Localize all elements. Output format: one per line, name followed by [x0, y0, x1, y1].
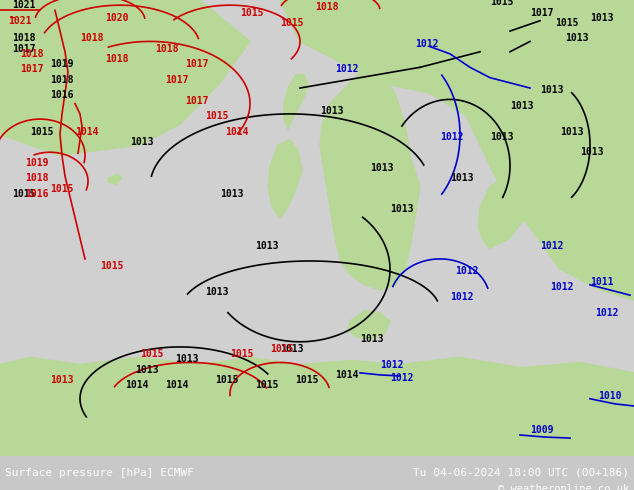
Text: 1012: 1012 [415, 39, 439, 49]
Text: 1013: 1013 [580, 147, 604, 157]
Text: 1015: 1015 [140, 349, 164, 359]
Polygon shape [0, 0, 250, 155]
Text: 1019: 1019 [50, 59, 74, 69]
Text: 1017: 1017 [20, 65, 44, 74]
Text: 1020: 1020 [105, 13, 129, 23]
Text: 1015: 1015 [12, 189, 36, 199]
Polygon shape [268, 140, 302, 218]
Text: 1013: 1013 [565, 33, 588, 44]
Polygon shape [320, 62, 420, 290]
Text: 1013: 1013 [130, 137, 153, 147]
Text: 1018: 1018 [12, 33, 36, 44]
Text: 1012: 1012 [390, 373, 413, 383]
Text: 1017: 1017 [185, 59, 209, 69]
Text: 1013: 1013 [490, 132, 514, 142]
Text: 1017: 1017 [185, 96, 209, 105]
Text: 1014: 1014 [335, 370, 358, 380]
Text: 1015: 1015 [240, 7, 264, 18]
Text: 1018: 1018 [50, 75, 74, 85]
Text: 1013: 1013 [450, 173, 474, 183]
Text: 1015: 1015 [270, 344, 294, 354]
Text: 1015: 1015 [555, 18, 578, 28]
Text: © weatheronline.co.uk: © weatheronline.co.uk [498, 484, 629, 490]
Text: 1015: 1015 [295, 375, 318, 385]
Text: 1015: 1015 [205, 111, 228, 121]
Text: 1013: 1013 [255, 241, 278, 250]
Text: 1018: 1018 [20, 49, 44, 59]
Text: 1012: 1012 [550, 282, 574, 292]
Text: Surface pressure [hPa] ECMWF: Surface pressure [hPa] ECMWF [5, 468, 194, 478]
Text: 1012: 1012 [595, 308, 619, 318]
Text: 1013: 1013 [205, 287, 228, 297]
Text: 1013: 1013 [370, 163, 394, 173]
Text: 1015: 1015 [50, 184, 74, 194]
Text: 1017: 1017 [530, 7, 553, 18]
Text: 1015: 1015 [230, 349, 254, 359]
Text: 1015: 1015 [215, 375, 238, 385]
Text: 1014: 1014 [225, 126, 249, 137]
Text: 1013: 1013 [50, 375, 74, 385]
Text: Tu 04-06-2024 18:00 UTC (00+186): Tu 04-06-2024 18:00 UTC (00+186) [413, 468, 629, 478]
Text: 1014: 1014 [165, 380, 188, 391]
Text: 1018: 1018 [155, 44, 179, 54]
Text: 1015: 1015 [280, 18, 304, 28]
Text: 1018: 1018 [105, 54, 129, 64]
Text: 1013: 1013 [540, 85, 564, 95]
Text: 1018: 1018 [315, 2, 339, 12]
Text: 1014: 1014 [125, 380, 148, 391]
Polygon shape [348, 311, 390, 340]
Text: 1015: 1015 [490, 0, 514, 7]
Text: 1019: 1019 [25, 158, 48, 168]
Polygon shape [450, 0, 634, 300]
Text: 1018: 1018 [80, 33, 103, 44]
Text: 1021: 1021 [8, 16, 32, 26]
Text: 1014: 1014 [75, 126, 98, 137]
Text: 1013: 1013 [360, 334, 384, 344]
Text: 1012: 1012 [380, 360, 403, 369]
Text: 1016: 1016 [50, 90, 74, 100]
Text: −: − [10, 13, 16, 23]
Text: 1013: 1013 [560, 126, 583, 137]
Polygon shape [478, 176, 530, 248]
Text: 1013: 1013 [220, 189, 243, 199]
Text: 1018: 1018 [355, 0, 378, 2]
Text: 1015: 1015 [255, 380, 278, 391]
Text: 1012: 1012 [455, 267, 479, 276]
Text: 1011: 1011 [590, 277, 614, 287]
Text: 1013: 1013 [320, 106, 344, 116]
Text: 1017: 1017 [165, 75, 188, 85]
Text: 1015: 1015 [100, 261, 124, 271]
Polygon shape [284, 74, 308, 129]
Text: 1013: 1013 [175, 354, 198, 365]
Text: 1012: 1012 [335, 65, 358, 74]
Text: 1012: 1012 [440, 132, 463, 142]
Text: 1010: 1010 [598, 391, 621, 401]
Polygon shape [108, 174, 122, 184]
Polygon shape [0, 357, 634, 456]
Text: 1017: 1017 [12, 44, 36, 54]
Text: 1013: 1013 [135, 365, 158, 375]
Text: 1013: 1013 [510, 101, 533, 111]
Text: 1009: 1009 [530, 425, 553, 435]
Text: 1013: 1013 [280, 344, 304, 354]
Text: 1012: 1012 [450, 293, 474, 302]
Text: 1016: 1016 [25, 189, 48, 199]
Text: 1021: 1021 [12, 0, 36, 10]
Text: 1012: 1012 [540, 241, 564, 250]
Polygon shape [280, 0, 634, 166]
Text: 1013: 1013 [590, 13, 614, 23]
Text: 1015: 1015 [30, 126, 53, 137]
Text: 1013: 1013 [390, 204, 413, 214]
Text: 1018: 1018 [25, 173, 48, 183]
